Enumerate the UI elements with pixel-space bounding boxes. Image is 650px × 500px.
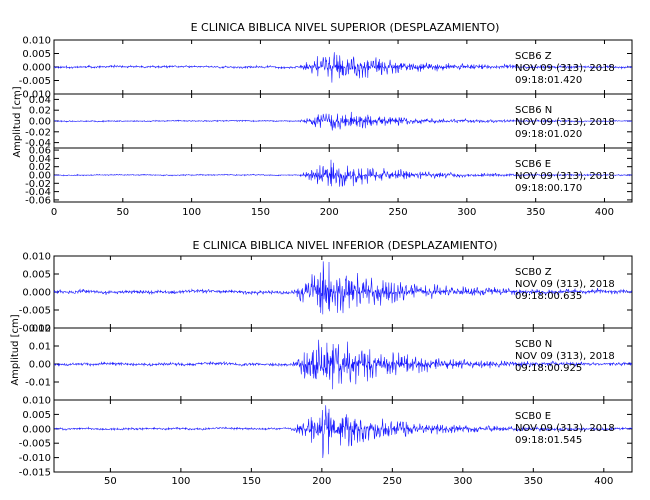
y-tick-label: -0.005 [19, 76, 51, 87]
y-tick-label: 0.000 [22, 63, 51, 74]
y-tick-label: 0.005 [22, 410, 51, 421]
x-tick-label: 350 [526, 207, 545, 218]
y-tick-label: 0.000 [22, 288, 51, 299]
y-tick-label: -0.010 [19, 453, 51, 464]
lower-level-chart: E CLINICA BIBLICA NIVEL INFERIOR (DESPLA… [10, 239, 633, 487]
x-tick-label: 100 [171, 476, 190, 487]
y-tick-label: 0.01 [29, 342, 51, 353]
x-tick-label: 150 [242, 476, 261, 487]
y-tick-label: 0.005 [22, 270, 51, 281]
date-label: NOV 09 (313), 2018 [515, 423, 615, 434]
station-component-label: SCB0 Z [515, 267, 552, 278]
trace-line [53, 111, 633, 131]
upper-chart-title: E CLINICA BIBLICA NIVEL SUPERIOR (DESPLA… [191, 21, 500, 34]
x-tick-label: 100 [182, 207, 201, 218]
y-tick-label: -0.010 [19, 90, 51, 101]
y-tick-label: 0.04 [29, 154, 51, 165]
time-label: 09:18:01.020 [515, 129, 582, 140]
y-tick-label: -0.02 [25, 179, 51, 190]
y-tick-label: 0.02 [29, 162, 51, 173]
x-tick-label: 400 [595, 207, 614, 218]
y-tick-label: 0.010 [22, 36, 51, 47]
y-tick-label: 0.00 [29, 360, 51, 371]
trace-line [53, 52, 633, 83]
panel-scb0-e: 0.010 0.005 0.000 -0.005 -0.010 -0.015 SCB0 EN… [19, 396, 633, 479]
trace-line [53, 159, 633, 187]
lower-x-axis: 50 100 150 200 250 300 350 400 [104, 476, 613, 487]
date-label: NOV 09 (313), 2018 [515, 117, 615, 128]
upper-x-axis: 0 50 100 150 200 250 300 350 400 [51, 207, 614, 218]
upper-y-axis-label: Amplitud [cm] [12, 86, 23, 157]
y-tick-label: 0.000 [22, 424, 51, 435]
y-tick-label: 0.04 [29, 95, 51, 106]
trace-line [53, 339, 633, 390]
x-tick-label: 400 [594, 476, 613, 487]
x-tick-label: 50 [104, 476, 117, 487]
x-tick-label: 200 [320, 207, 339, 218]
y-tick-label: -0.04 [25, 187, 51, 198]
lower-chart-title: E CLINICA BIBLICA NIVEL INFERIOR (DESPLA… [193, 239, 498, 252]
station-component-label: SCB6 Z [515, 51, 552, 62]
y-tick-label: 0.00 [29, 171, 51, 182]
time-label: 09:18:00.925 [515, 363, 582, 374]
upper-level-chart: E CLINICA BIBLICA NIVEL SUPERIOR (DESPLA… [12, 21, 633, 218]
y-tick-label: 0.02 [29, 324, 51, 335]
x-tick-label: 150 [251, 207, 270, 218]
y-tick-label: 0.06 [29, 146, 51, 157]
trace-line [53, 261, 633, 315]
y-tick-label: -0.005 [19, 439, 51, 450]
station-component-label: SCB0 N [515, 339, 552, 350]
x-tick-label: 250 [389, 207, 408, 218]
x-tick-label: 300 [457, 207, 476, 218]
panel-frame [53, 399, 633, 473]
y-tick-label: -0.04 [25, 138, 51, 149]
x-tick-label: 250 [383, 476, 402, 487]
lower-y-axis-label: Amplitud [cm] [10, 314, 21, 385]
x-tick-label: 0 [51, 207, 57, 218]
time-label: 09:18:01.545 [515, 435, 582, 446]
date-label: NOV 09 (313), 2018 [515, 351, 615, 362]
date-label: NOV 09 (313), 2018 [515, 279, 615, 290]
date-label: NOV 09 (313), 2018 [515, 63, 615, 74]
y-tick-label: 0.00 [29, 117, 51, 128]
station-component-label: SCB6 N [515, 105, 552, 116]
y-tick-label: 0.02 [29, 106, 51, 117]
time-label: 09:18:00.635 [515, 291, 582, 302]
time-label: 09:18:00.170 [515, 183, 582, 194]
time-label: 09:18:01.420 [515, 75, 582, 86]
y-tick-label: -0.005 [19, 306, 51, 317]
y-tick-label: -0.010 [19, 324, 51, 335]
y-tick-label: -0.01 [25, 378, 51, 389]
y-tick-label: 0.005 [22, 49, 51, 60]
y-tick-label: -0.06 [25, 195, 51, 206]
y-tick-label: 0.010 [22, 396, 51, 407]
panel-scb6-e: 0.060.040.020.00-0.02-0.04-0.06 SCB6 ENOV… [25, 146, 633, 206]
x-tick-label: 50 [116, 207, 129, 218]
y-tick-label: 0.010 [22, 252, 51, 263]
y-tick-label: -0.02 [25, 127, 51, 138]
date-label: NOV 09 (313), 2018 [515, 171, 615, 182]
x-tick-label: 350 [524, 476, 543, 487]
station-component-label: SCB0 E [515, 411, 551, 422]
x-tick-label: 200 [312, 476, 331, 487]
y-tick-label: -0.015 [19, 468, 51, 479]
x-tick-label: 300 [453, 476, 472, 487]
station-component-label: SCB6 E [515, 159, 551, 170]
trace-line [53, 405, 633, 459]
